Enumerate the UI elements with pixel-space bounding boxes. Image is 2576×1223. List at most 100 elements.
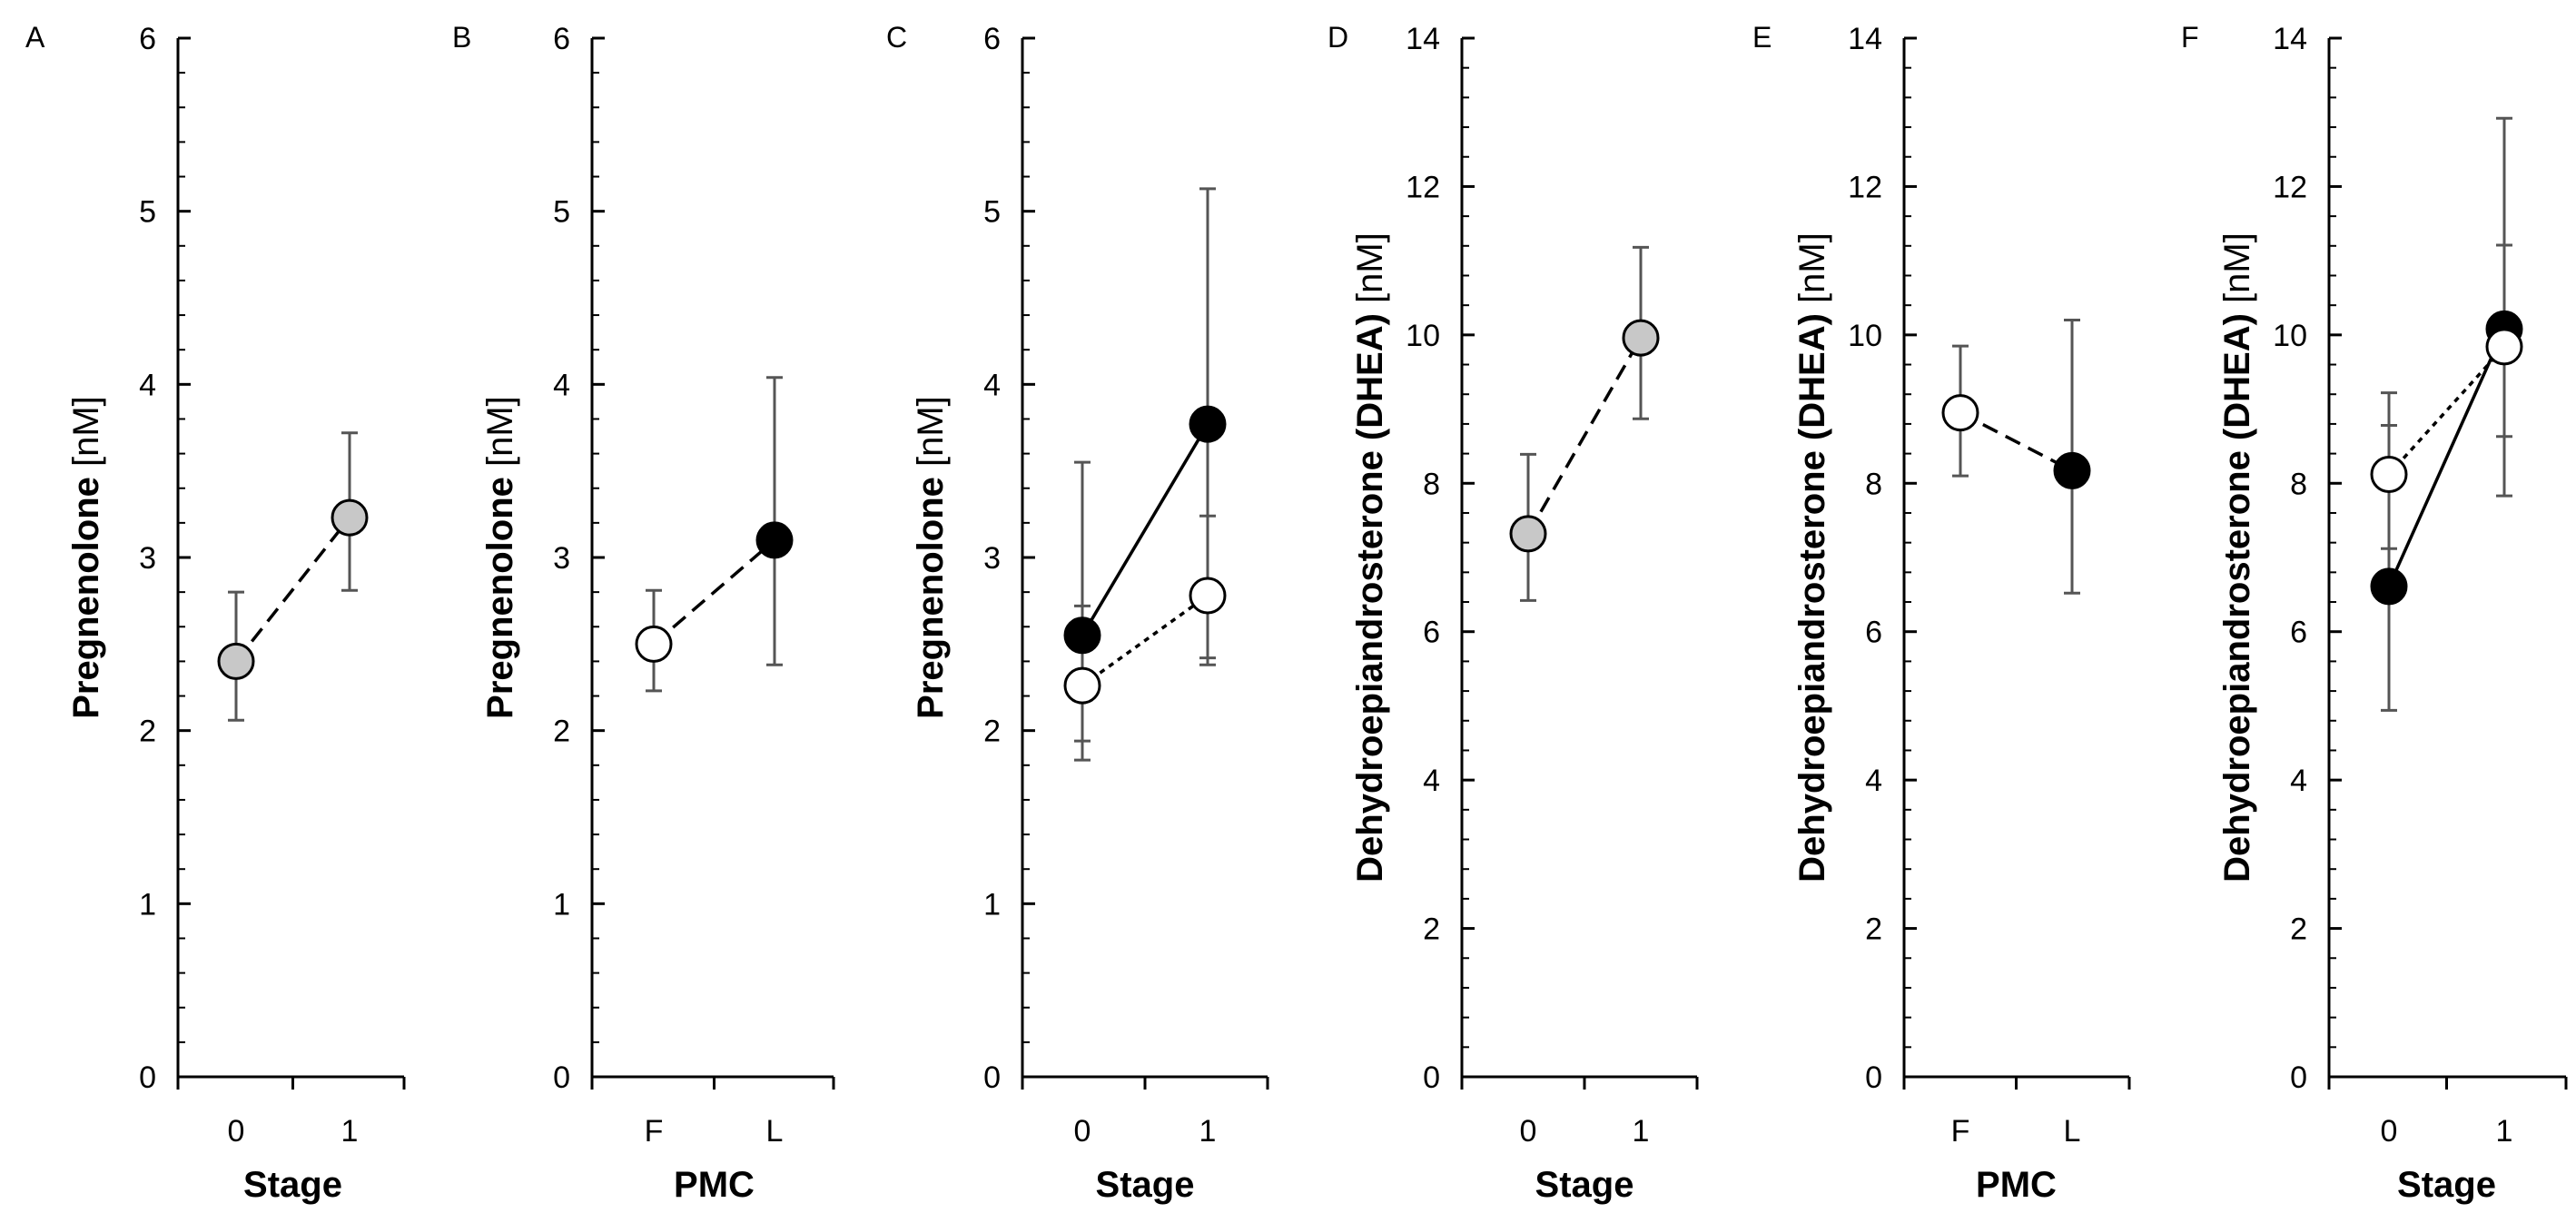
x-category-label: 0 [1520,1114,1537,1149]
y-axis-title-unit: [nM] [1792,232,1832,313]
y-tick-label: 10 [2273,319,2307,353]
y-tick-label: 0 [553,1060,570,1095]
data-point-pmc [635,625,673,663]
x-category-label: F [1951,1114,1970,1149]
data-point-all [331,498,369,537]
x-axis-title: Stage [2397,1165,2496,1205]
y-tick-label: 1 [553,887,570,922]
y-tick-label: 8 [1423,467,1440,501]
data-point-l [1063,616,1101,655]
x-category-label: 1 [2496,1114,2513,1149]
y-axis-title: Pregnenolone [nM] [911,396,951,719]
x-category-label: F [645,1114,664,1149]
y-axis-title-unit: [nM] [1350,232,1390,313]
x-axis-title: Stage [243,1165,342,1205]
x-category-label: 1 [1199,1114,1217,1149]
y-tick-label: 2 [553,715,570,749]
y-tick-label: 4 [1423,764,1440,798]
data-point-all [1622,319,1660,357]
y-tick-label: 0 [1423,1060,1440,1095]
y-axis-title-name: Dehydroepiandrosterone (DHEA) [1350,313,1390,883]
x-category-label: 1 [341,1114,359,1149]
panel-letter: B [452,21,471,54]
panel-letter: F [2181,21,2199,54]
data-point-all [1509,515,1547,553]
y-axis-title-name: Pregnenolone [66,477,106,719]
y-tick-label: 0 [983,1060,1001,1095]
y-tick-label: 3 [139,541,156,576]
data-point-f [1189,577,1227,615]
y-tick-label: 6 [139,22,156,56]
y-tick-label: 2 [1423,912,1440,947]
data-point-f [2370,455,2408,493]
y-tick-label: 1 [139,887,156,922]
series-line-l [2387,328,2506,587]
y-axis-title-name: Pregnenolone [911,477,951,719]
y-tick-label: 6 [553,22,570,56]
y-tick-label: 4 [1865,764,1882,798]
y-tick-label: 6 [983,22,1001,56]
y-axis-title-unit: [nM] [66,396,106,477]
y-tick-label: 4 [983,368,1001,402]
series-line-l [1081,423,1209,636]
x-category-label: 1 [1633,1114,1650,1149]
x-category-label: 0 [1074,1114,1091,1149]
y-tick-label: 0 [139,1060,156,1095]
chart-panel-a: A 0 1 2 3 4 5 6 0 1 Stage Pregnenolone [nM] [25,21,406,1205]
y-tick-label: 5 [139,195,156,230]
data-point-f [1063,666,1101,705]
y-tick-label: 1 [983,887,1001,922]
y-tick-label: 4 [139,368,156,402]
series-line-all [234,517,351,663]
data-point-l [2370,567,2408,606]
panel-letter: D [1327,21,1348,54]
y-axis-title: Pregnenolone [nM] [480,396,520,719]
y-tick-label: 0 [2290,1060,2307,1095]
x-axis-title: Stage [1096,1165,1195,1205]
y-axis-title-unit: [nM] [2217,232,2257,313]
y-tick-label: 3 [553,541,570,576]
y-tick-label: 12 [1406,170,1440,204]
y-tick-label: 12 [2273,170,2307,204]
series-line-pmc [652,538,776,646]
y-tick-label: 4 [553,368,570,402]
x-category-label: 0 [2381,1114,2398,1149]
series-line-f [1081,594,1209,687]
y-tick-label: 10 [1406,319,1440,353]
y-tick-label: 0 [1865,1060,1882,1095]
panel-letter: E [1752,21,1772,54]
x-category-label: 0 [228,1114,245,1149]
data-point-pmc [1941,394,1979,432]
y-tick-label: 2 [1865,912,1882,947]
y-tick-label: 8 [1865,467,1882,501]
series-line-f [2387,345,2506,476]
y-axis-title: Dehydroepiandrosterone (DHEA) [nM] [2217,232,2257,883]
x-axis-title: PMC [1976,1165,2057,1205]
y-axis-title-unit: [nM] [480,396,520,477]
y-axis-title: Pregnenolone [nM] [66,396,106,719]
y-tick-label: 8 [2290,467,2307,501]
data-point-l [1189,405,1227,443]
y-axis-title-unit: [nM] [911,396,951,477]
y-axis-title: Dehydroepiandrosterone (DHEA) [nM] [1792,232,1832,883]
y-tick-label: 5 [983,195,1001,230]
y-tick-label: 12 [1848,170,1882,204]
y-tick-label: 6 [1423,616,1440,650]
data-point-f [2485,328,2523,366]
panel-letter: A [25,21,45,54]
x-axis-title: PMC [674,1165,755,1205]
x-category-label: L [2064,1114,2081,1149]
y-axis-title-name: Dehydroepiandrosterone (DHEA) [1792,313,1832,883]
y-tick-label: 10 [1848,319,1882,353]
y-axis-title-name: Dehydroepiandrosterone (DHEA) [2217,313,2257,883]
y-tick-label: 14 [2273,22,2307,56]
y-tick-label: 2 [139,715,156,749]
data-point-pmc [2053,451,2091,489]
chart-panel-d: D 0 2 4 6 8 10 12 14 0 1 Stage Dehydroepiandrosteron… [1327,21,1699,1205]
y-tick-label: 3 [983,541,1001,576]
data-point-all [217,642,255,680]
